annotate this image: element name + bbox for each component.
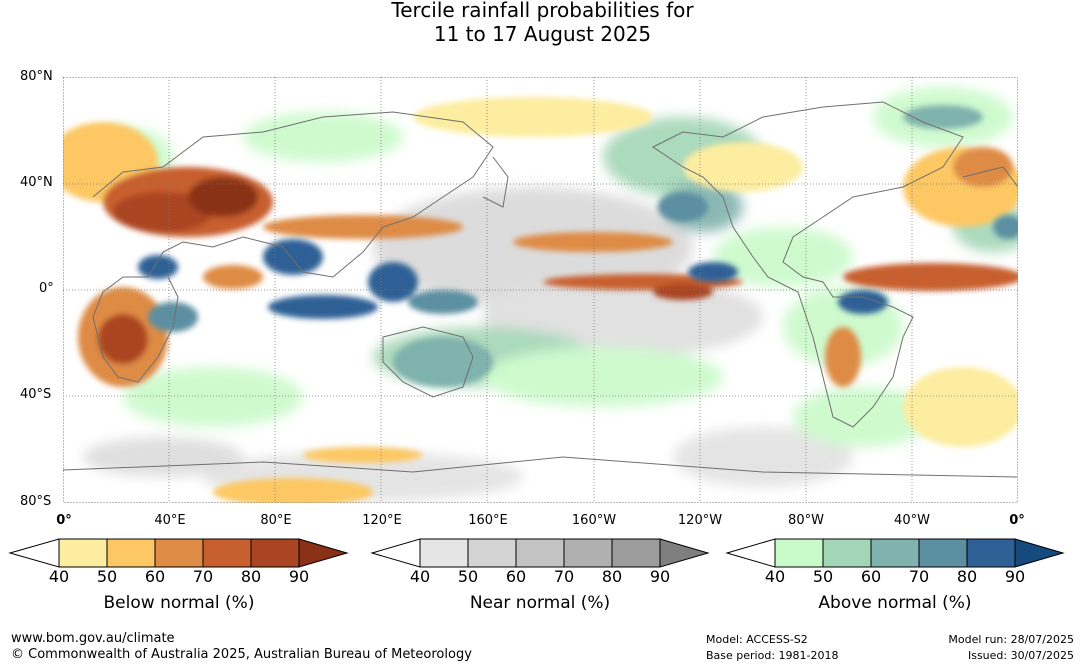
lon-label-0-right: 0° bbox=[1009, 513, 1025, 528]
legend-above-normal-bar bbox=[725, 538, 1067, 568]
title-line-2: 11 to 17 August 2025 bbox=[433, 22, 652, 46]
above-normal-swatch-70 bbox=[918, 538, 968, 568]
lon-label-0-left: 0° bbox=[56, 513, 72, 528]
near-tick-80: 80 bbox=[601, 567, 623, 586]
below-normal-legend-title: Below normal (%) bbox=[103, 593, 255, 613]
lon-label-40w: 40°W bbox=[894, 513, 930, 528]
model-run-date: Model run: 28/07/2025 bbox=[948, 633, 1074, 646]
below-normal-swatch-40 bbox=[58, 538, 108, 568]
lon-label-120w: 120°W bbox=[677, 513, 723, 528]
near-tick-90: 90 bbox=[649, 567, 671, 586]
world-map bbox=[63, 77, 1018, 503]
below-normal-swatch-50 bbox=[106, 538, 156, 568]
lon-label-80w: 80°W bbox=[788, 513, 824, 528]
above-normal-swatch-80 bbox=[966, 538, 1016, 568]
above-tick-90: 90 bbox=[1004, 567, 1026, 586]
below-normal-swatch-60 bbox=[154, 538, 204, 568]
below-tick-50: 50 bbox=[96, 567, 118, 586]
below-tick-70: 70 bbox=[192, 567, 214, 586]
bom-url-link[interactable]: www.bom.gov.au/climate bbox=[11, 631, 175, 646]
near-normal-legend-title: Near normal (%) bbox=[469, 593, 611, 613]
lat-label-40s: 40°S bbox=[20, 387, 52, 402]
near-tick-40: 40 bbox=[409, 567, 431, 586]
issued-date: Issued: 30/07/2025 bbox=[967, 649, 1074, 662]
above-tick-80: 80 bbox=[956, 567, 978, 586]
base-period: Base period: 1981-2018 bbox=[706, 649, 839, 662]
lon-label-120e: 120°E bbox=[362, 513, 402, 528]
below-tick-90: 90 bbox=[288, 567, 310, 586]
lat-label-80s: 80°S bbox=[20, 494, 52, 509]
near-normal-swatch-80 bbox=[611, 538, 661, 568]
lat-label-40n: 40°N bbox=[20, 175, 53, 190]
map-title: Tercile rainfall probabilities for 11 to… bbox=[0, 0, 1085, 46]
near-tick-60: 60 bbox=[505, 567, 527, 586]
above-normal-swatch-50 bbox=[822, 538, 872, 568]
above-normal-swatch-60 bbox=[870, 538, 920, 568]
near-tick-70: 70 bbox=[553, 567, 575, 586]
lat-label-80n: 80°N bbox=[20, 69, 53, 84]
above-tick-40: 40 bbox=[764, 567, 786, 586]
legend-near-normal-bar bbox=[370, 538, 712, 568]
above-normal-colorbar bbox=[725, 538, 1065, 568]
near-normal-swatch-90 bbox=[659, 538, 710, 568]
below-normal-swatch-70 bbox=[202, 538, 252, 568]
below-normal-swatch-80 bbox=[250, 538, 300, 568]
below-tick-80: 80 bbox=[240, 567, 262, 586]
near-normal-swatch-60 bbox=[515, 538, 565, 568]
near-tick-50: 50 bbox=[457, 567, 479, 586]
above-tick-70: 70 bbox=[908, 567, 930, 586]
near-normal-colorbar bbox=[370, 538, 710, 568]
near-normal-swatch-40 bbox=[419, 538, 469, 568]
lon-label-160e: 160°E bbox=[468, 513, 508, 528]
title-line-1: Tercile rainfall probabilities for bbox=[391, 0, 694, 22]
legend-below-normal-bar bbox=[8, 538, 350, 568]
below-tick-40: 40 bbox=[48, 567, 70, 586]
lon-label-40e: 40°E bbox=[154, 513, 186, 528]
near-normal-swatch-50 bbox=[467, 538, 517, 568]
lat-label-equator: 0° bbox=[39, 281, 54, 296]
below-normal-colorbar bbox=[8, 538, 349, 568]
lon-label-80e: 80°E bbox=[260, 513, 292, 528]
copyright-text: © Commonwealth of Australia 2025, Austra… bbox=[11, 647, 472, 662]
below-normal-swatch-90 bbox=[298, 538, 349, 568]
model-name: Model: ACCESS-S2 bbox=[706, 633, 808, 646]
below-tick-60: 60 bbox=[144, 567, 166, 586]
near-normal-swatch-70 bbox=[563, 538, 613, 568]
lon-label-160w: 160°W bbox=[571, 513, 617, 528]
above-normal-swatch-40 bbox=[774, 538, 824, 568]
above-tick-50: 50 bbox=[812, 567, 834, 586]
above-tick-60: 60 bbox=[860, 567, 882, 586]
above-normal-legend-title: Above normal (%) bbox=[818, 593, 972, 613]
above-normal-swatch-90 bbox=[1014, 538, 1065, 568]
